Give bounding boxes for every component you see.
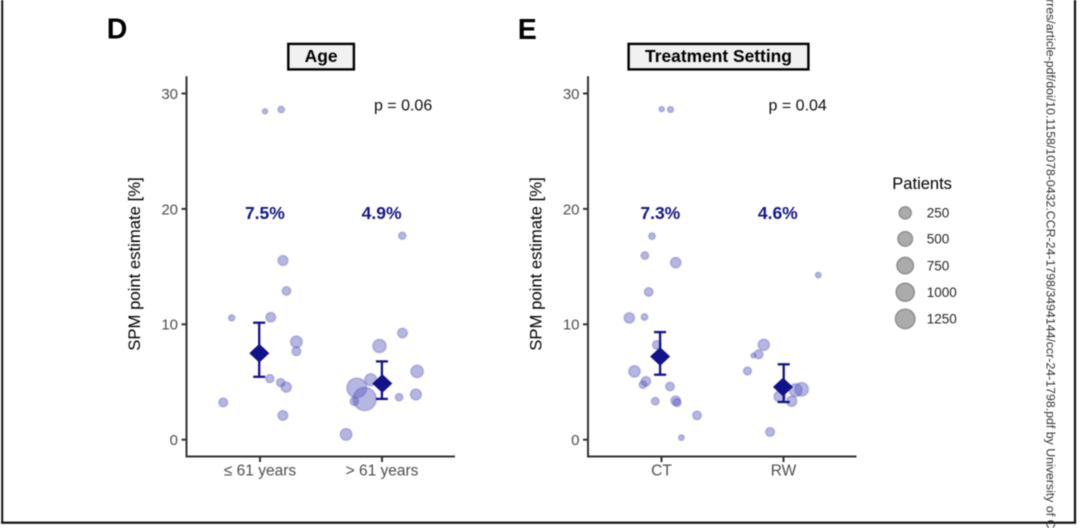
svg-text:CT: CT — [651, 463, 672, 480]
svg-text:Age: Age — [305, 46, 338, 66]
svg-text:7.3%: 7.3% — [640, 203, 680, 223]
svg-text:Treatment Setting: Treatment Setting — [645, 46, 792, 66]
svg-text:30: 30 — [161, 86, 178, 103]
svg-text:4.6%: 4.6% — [758, 203, 798, 223]
svg-text:rres/article-pdf/doi/10.1158/1: rres/article-pdf/doi/10.1158/1078-0432.C… — [1044, 0, 1058, 528]
svg-text:RW: RW — [771, 463, 797, 480]
svg-text:0: 0 — [571, 432, 579, 449]
svg-text:500: 500 — [927, 232, 950, 247]
svg-text:0: 0 — [170, 432, 178, 449]
svg-text:7.5%: 7.5% — [245, 203, 285, 223]
svg-text:Patients: Patients — [892, 175, 952, 193]
svg-text:250: 250 — [927, 206, 950, 221]
svg-text:> 61 years: > 61 years — [346, 463, 419, 480]
svg-text:750: 750 — [927, 258, 950, 273]
svg-text:30: 30 — [563, 86, 580, 103]
svg-text:1000: 1000 — [927, 285, 957, 300]
svg-text:20: 20 — [563, 201, 580, 218]
svg-text:SPM point estimate [%]: SPM point estimate [%] — [125, 177, 144, 350]
svg-text:1250: 1250 — [927, 312, 957, 327]
svg-text:10: 10 — [161, 317, 178, 334]
svg-text:4.9%: 4.9% — [362, 203, 402, 223]
svg-text:SPM point estimate [%]: SPM point estimate [%] — [526, 177, 545, 350]
svg-text:p = 0.06: p = 0.06 — [374, 98, 432, 115]
svg-text:20: 20 — [161, 201, 178, 218]
svg-text:D: D — [107, 14, 128, 46]
svg-text:E: E — [518, 14, 537, 46]
svg-text:≤ 61 years: ≤ 61 years — [224, 463, 297, 480]
svg-text:p = 0.04: p = 0.04 — [769, 98, 827, 115]
svg-text:10: 10 — [563, 317, 580, 334]
